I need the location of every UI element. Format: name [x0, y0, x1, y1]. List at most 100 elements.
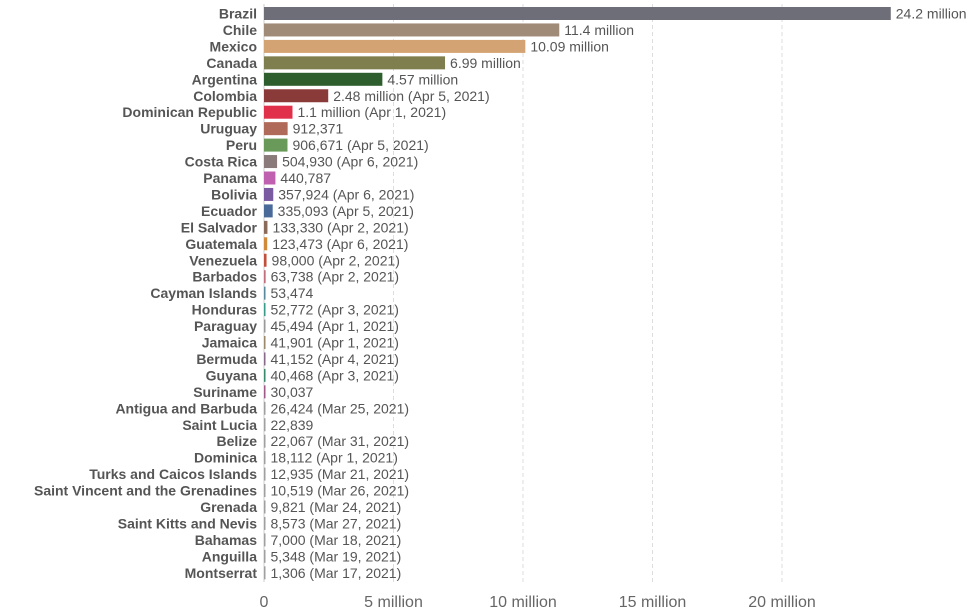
bar — [264, 533, 266, 547]
category-label: Venezuela — [189, 252, 257, 268]
value-label: 504,930 (Apr 6, 2021) — [282, 154, 418, 170]
category-label: Ecuador — [201, 203, 258, 219]
bar — [264, 39, 526, 53]
bar — [264, 352, 266, 366]
category-label: Uruguay — [200, 121, 257, 137]
value-label: 10.09 million — [530, 38, 609, 54]
category-label: Turks and Caicos Islands — [89, 466, 257, 482]
value-label: 53,474 — [271, 285, 314, 301]
category-label: Belize — [217, 433, 258, 449]
category-label: Dominican Republic — [122, 104, 257, 120]
value-label: 7,000 (Mar 18, 2021) — [271, 532, 402, 548]
value-label: 45,494 (Apr 1, 2021) — [271, 318, 399, 334]
value-label: 24.2 million — [896, 6, 967, 22]
category-label: Saint Kitts and Nevis — [118, 515, 257, 531]
category-label: Guatemala — [185, 236, 257, 252]
category-label: Jamaica — [202, 335, 257, 351]
bars — [264, 7, 891, 580]
bar — [264, 516, 266, 530]
value-label: 5,348 (Mar 19, 2021) — [271, 548, 402, 564]
value-label: 335,093 (Apr 5, 2021) — [278, 203, 414, 219]
value-label: 133,330 (Apr 2, 2021) — [272, 219, 408, 235]
bar — [264, 566, 266, 580]
bar — [264, 385, 266, 399]
value-label: 906,671 (Apr 5, 2021) — [292, 137, 428, 153]
category-label: Bahamas — [195, 532, 257, 548]
bar — [264, 336, 266, 349]
bar — [264, 237, 268, 251]
value-label: 52,772 (Apr 3, 2021) — [271, 302, 399, 318]
value-label: 4.57 million — [387, 71, 458, 87]
value-label: 18,112 (Apr 1, 2021) — [271, 450, 398, 466]
category-label: Canada — [206, 55, 257, 71]
value-label: 63,738 (Apr 2, 2021) — [271, 269, 399, 285]
category-label: Colombia — [193, 88, 257, 104]
category-label: Mexico — [210, 38, 257, 54]
bar — [264, 286, 266, 300]
value-label: 30,037 — [271, 384, 314, 400]
category-label: Peru — [226, 137, 257, 153]
labels: Brazil 24.2 million Chile 11.4 million Mexic… — [34, 6, 967, 581]
category-label: El Salvador — [181, 219, 258, 235]
bar — [264, 155, 278, 169]
value-label: 41,901 (Apr 1, 2021) — [271, 335, 399, 351]
bar — [264, 138, 288, 152]
value-label: 440,787 — [280, 170, 331, 186]
bar — [264, 72, 383, 86]
bar — [264, 418, 266, 432]
category-label: Panama — [203, 170, 257, 186]
bar — [264, 270, 266, 284]
x-tick-label: 10 million — [489, 594, 557, 611]
bar — [264, 319, 266, 333]
category-label: Chile — [223, 22, 257, 38]
category-label: Costa Rica — [185, 154, 258, 170]
value-label: 40,468 (Apr 3, 2021) — [271, 367, 399, 383]
x-tick-label: 20 million — [748, 594, 816, 611]
value-label: 1.1 million (Apr 1, 2021) — [297, 104, 446, 120]
bar — [264, 303, 266, 317]
category-label: Dominica — [194, 450, 257, 466]
category-label: Paraguay — [194, 318, 257, 334]
bar — [264, 89, 329, 103]
category-label: Guyana — [206, 367, 258, 383]
value-label: 6.99 million — [450, 55, 521, 71]
category-label: Saint Lucia — [182, 417, 257, 433]
category-label: Brazil — [219, 6, 257, 22]
bar — [264, 187, 274, 201]
value-label: 12,935 (Mar 21, 2021) — [271, 466, 410, 482]
value-label: 10,519 (Mar 26, 2021) — [271, 483, 410, 499]
category-label: Antigua and Barbuda — [115, 400, 257, 416]
value-label: 22,839 — [271, 417, 314, 433]
x-tick-label: 0 — [260, 594, 269, 611]
category-label: Grenada — [200, 499, 257, 515]
bar — [264, 220, 268, 234]
value-label: 11.4 million — [564, 22, 634, 38]
value-label: 41,152 (Apr 4, 2021) — [271, 351, 399, 367]
category-label: Cayman Islands — [150, 285, 257, 301]
bar — [264, 204, 273, 218]
bar — [264, 500, 266, 514]
bar — [264, 56, 446, 70]
bar — [264, 484, 266, 498]
bar — [264, 451, 266, 465]
bar — [264, 549, 266, 563]
category-label: Bermuda — [196, 351, 257, 367]
value-label: 1,306 (Mar 17, 2021) — [271, 565, 402, 581]
category-label: Saint Vincent and the Grenadines — [34, 483, 257, 499]
x-axis: 0 5 million 10 million 15 million 20 million — [260, 594, 816, 611]
value-label: 9,821 (Mar 24, 2021) — [271, 499, 402, 515]
bar — [264, 7, 891, 20]
value-label: 8,573 (Mar 27, 2021) — [271, 515, 402, 531]
x-tick-label: 5 million — [364, 594, 423, 611]
bar — [264, 23, 560, 37]
value-label: 22,067 (Mar 31, 2021) — [271, 433, 410, 449]
bar — [264, 467, 266, 481]
value-label: 98,000 (Apr 2, 2021) — [272, 252, 400, 268]
x-tick-label: 15 million — [619, 594, 687, 611]
bar — [264, 105, 293, 119]
category-label: Barbados — [192, 269, 257, 285]
value-label: 123,473 (Apr 6, 2021) — [272, 236, 408, 252]
category-label: Argentina — [192, 71, 258, 87]
